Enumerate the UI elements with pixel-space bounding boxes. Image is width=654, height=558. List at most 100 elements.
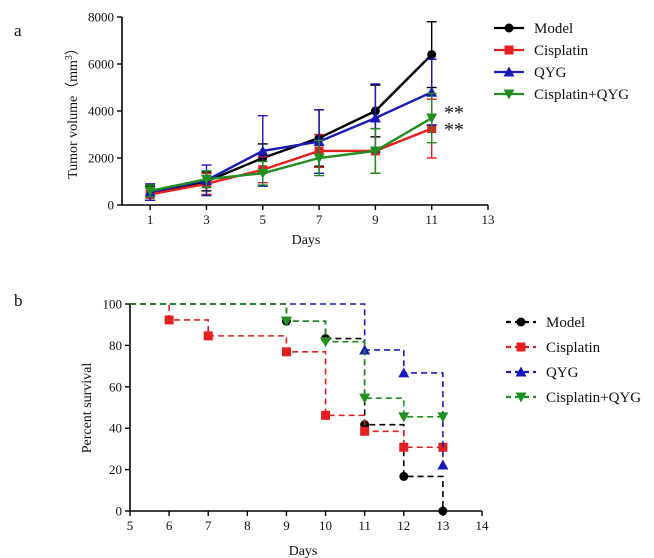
y-tick-label: 80 — [109, 338, 122, 353]
y-tick-label: 100 — [103, 297, 123, 312]
x-tick-label: 13 — [482, 212, 495, 227]
legend-marker — [516, 342, 526, 352]
survival-step-line — [130, 303, 443, 449]
legend-b: Model Cisplatin QYG Cisplatin+QYG — [506, 315, 641, 406]
legend-item: Cisplatin — [506, 340, 601, 356]
series-line — [149, 53, 433, 195]
data-point — [164, 315, 174, 325]
x-tick-label: 5 — [260, 212, 267, 227]
series-cisplatin-qyg — [130, 303, 449, 423]
y-axis-label-a: Tumor volume（mm3） — [64, 41, 81, 179]
legend-label: Model — [546, 315, 585, 331]
legend-marker — [515, 392, 527, 403]
data-point — [257, 168, 269, 179]
chart-percent-survival: b 5 6 7 8 9 10 11 12 13 14 0 20 40 60 80 100 Days Perce… — [14, 291, 641, 558]
data-point — [359, 393, 371, 404]
data-point — [313, 153, 325, 164]
survival-step-line — [130, 303, 444, 466]
legend-item: Cisplatin+QYG — [506, 390, 641, 406]
series-model — [130, 303, 448, 516]
series-line — [149, 117, 433, 193]
panel-label-b: b — [14, 291, 23, 310]
data-point — [438, 442, 448, 452]
legend-item: Model — [494, 21, 573, 37]
x-tick-label: 14 — [476, 518, 490, 533]
series-line — [149, 127, 433, 196]
data-point — [427, 50, 437, 60]
data-point — [398, 367, 410, 378]
data-point — [426, 86, 438, 97]
y-tick-label: 60 — [109, 379, 122, 394]
x-tick-label: 1 — [147, 212, 154, 227]
legend-item: QYG — [494, 65, 567, 81]
legend-label: Cisplatin — [534, 43, 589, 59]
data-point — [369, 146, 381, 157]
y-tick-label: 6000 — [88, 57, 114, 72]
data-point — [144, 186, 156, 197]
legend-marker — [503, 89, 515, 100]
survival-step-line — [130, 303, 444, 511]
data-point — [257, 145, 269, 156]
x-tick-label: 10 — [319, 518, 332, 533]
legend-label: QYG — [534, 65, 567, 81]
legend-marker — [504, 23, 514, 33]
legend-a: Model Cisplatin QYG Cisplatin+QYG — [494, 21, 629, 103]
y-tick-label: 0 — [108, 198, 115, 213]
x-tick-label: 12 — [397, 518, 410, 533]
y-tick-label: 40 — [109, 421, 122, 436]
legend-item: Model — [506, 315, 585, 331]
data-point — [200, 174, 212, 185]
x-tick-label: 11 — [358, 518, 371, 533]
data-point — [399, 471, 409, 481]
data-point — [437, 412, 449, 423]
series-qyg — [144, 58, 438, 202]
x-tick-label: 9 — [283, 518, 290, 533]
x-tick-label: 9 — [372, 212, 379, 227]
x-axis-label-a: Days — [292, 233, 321, 248]
legend-label: Model — [534, 21, 573, 37]
legend-label: Cisplatin — [546, 340, 601, 356]
x-tick-label: 7 — [316, 212, 323, 227]
legend-label: QYG — [546, 365, 579, 381]
legend-marker — [516, 317, 526, 327]
y-tick-label: 4000 — [88, 104, 114, 119]
data-point — [321, 410, 331, 420]
data-point — [320, 337, 332, 348]
legend-item: Cisplatin+QYG — [494, 87, 629, 103]
x-tick-label: 5 — [127, 518, 134, 533]
data-point — [398, 412, 410, 423]
survival-step-line — [130, 303, 443, 418]
legend-label: Cisplatin+QYG — [534, 87, 629, 103]
data-point — [437, 459, 449, 470]
y-tick-label: 8000 — [88, 10, 114, 25]
x-axis-label-b: Days — [289, 544, 318, 558]
legend-label: Cisplatin+QYG — [546, 390, 641, 406]
y-axis-label-b: Percent survival — [80, 363, 95, 454]
data-point — [360, 426, 370, 436]
data-point — [281, 347, 291, 357]
y-tick-label: 2000 — [88, 151, 114, 166]
x-tick-label: 11 — [425, 212, 438, 227]
data-point — [203, 331, 213, 341]
data-point — [438, 506, 448, 516]
data-point — [369, 112, 381, 123]
legend-marker — [504, 45, 514, 55]
legend-item: QYG — [506, 365, 579, 381]
panel-label-a: a — [14, 21, 22, 40]
legend-item: Cisplatin — [494, 43, 589, 59]
x-tick-label: 8 — [244, 518, 251, 533]
legend-marker — [515, 366, 527, 377]
data-point — [426, 113, 438, 124]
series-cisplatin-qyg — [144, 92, 438, 198]
significance-marker: ** — [444, 102, 464, 124]
y-tick-label: 0 — [116, 504, 123, 519]
x-tick-label: 6 — [166, 518, 173, 533]
x-tick-label: 13 — [436, 518, 449, 533]
legend-marker — [503, 66, 515, 77]
x-tick-label: 3 — [203, 212, 210, 227]
data-point — [280, 316, 292, 327]
x-tick-label: 7 — [205, 518, 212, 533]
y-tick-label: 20 — [109, 462, 122, 477]
